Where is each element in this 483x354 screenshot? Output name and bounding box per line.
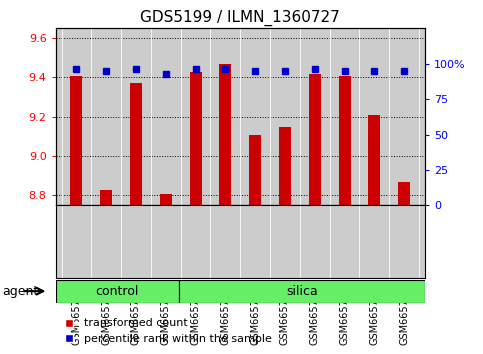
Bar: [71, 75, 83, 205]
Legend: transformed count, percentile rank within the sample: transformed count, percentile rank withi…: [54, 314, 276, 348]
Text: control: control: [96, 285, 139, 298]
Bar: [179, 280, 425, 303]
Bar: [100, 190, 112, 205]
Bar: [339, 75, 351, 205]
Bar: [279, 127, 291, 205]
Bar: [160, 194, 172, 205]
Title: GDS5199 / ILMN_1360727: GDS5199 / ILMN_1360727: [141, 9, 340, 25]
Bar: [249, 135, 261, 205]
Bar: [190, 72, 201, 205]
Bar: [219, 64, 231, 205]
Bar: [56, 280, 179, 303]
Bar: [369, 115, 380, 205]
Text: silica: silica: [286, 285, 318, 298]
Bar: [130, 84, 142, 205]
Text: agent: agent: [2, 285, 39, 298]
Bar: [309, 74, 321, 205]
Bar: [398, 182, 410, 205]
